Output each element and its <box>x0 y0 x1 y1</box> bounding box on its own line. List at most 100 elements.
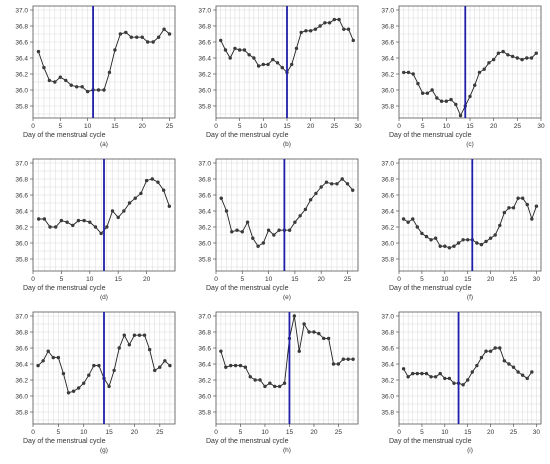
chart-panel-f: 35.8 36.0 36.2 36.4 36.6 36.8 37.0 0 5 10 15 20 25 30… <box>366 153 549 306</box>
y-tick-label: 35.8 <box>15 257 28 264</box>
plot-frame <box>398 311 542 425</box>
grid <box>398 312 542 424</box>
y-tick-label: 36.4 <box>381 209 394 216</box>
data-point <box>263 384 267 389</box>
data-point <box>82 381 86 385</box>
data-point <box>145 40 150 44</box>
data-point <box>238 363 243 368</box>
data-point <box>168 363 172 368</box>
data-point <box>235 228 239 232</box>
data-point <box>443 244 447 248</box>
data-point <box>302 322 306 326</box>
data-point <box>85 89 90 94</box>
data-point <box>230 230 234 234</box>
data-point <box>337 17 341 22</box>
data-point <box>161 188 166 192</box>
data-point <box>511 365 516 369</box>
x-axis-label: Day of the menstrual cycle <box>206 285 289 292</box>
data-point <box>406 375 410 379</box>
y-tick-label: 36.2 <box>381 72 394 79</box>
data-point <box>261 241 266 245</box>
chart-svg-b: 35.8 36.0 36.2 36.4 36.6 36.8 37.0 0 5 10 15 20 25 30… <box>198 5 362 148</box>
data-point <box>511 206 516 210</box>
data-point <box>346 357 350 361</box>
data-point <box>113 48 117 52</box>
data-point <box>80 85 84 89</box>
x-tick-label: 20 <box>143 276 151 283</box>
data-point <box>162 27 166 31</box>
data-point <box>297 349 301 353</box>
x-tick-label: 10 <box>260 123 268 130</box>
data-point <box>452 381 456 385</box>
data-point <box>76 218 81 223</box>
data-point <box>107 384 111 389</box>
data-point <box>64 78 68 83</box>
data-point <box>330 182 334 186</box>
data-point <box>88 220 92 224</box>
chart-svg-g: 35.8 36.0 36.2 36.4 36.6 36.8 37.0 0 5 10 15 20 25 Da… <box>15 311 176 454</box>
data-point <box>167 204 172 208</box>
data-point <box>237 48 242 52</box>
y-tick-label: 36.0 <box>381 241 394 248</box>
data-point <box>479 355 484 360</box>
data-point <box>58 75 63 79</box>
data-point <box>314 191 318 196</box>
y-tick-label: 36.2 <box>198 378 211 385</box>
x-tick-label: 25 <box>510 429 518 436</box>
y-tick-label: 36.6 <box>15 346 28 353</box>
data-point <box>266 228 271 232</box>
y-tick-label: 36.0 <box>15 394 28 401</box>
y-tick-label: 37.0 <box>15 314 28 321</box>
data-point <box>66 391 71 395</box>
x-tick-label: 10 <box>80 429 88 436</box>
data-point <box>93 225 98 229</box>
data-point <box>92 363 96 368</box>
data-point <box>122 333 126 337</box>
y-tick-label: 37.0 <box>198 314 211 321</box>
chart-svg-c: 35.8 36.0 36.2 36.4 36.6 36.8 37.0 0 5 10 15 20 25 30… <box>381 5 545 148</box>
data-point <box>156 180 160 184</box>
y-tick-label: 36.2 <box>381 378 394 385</box>
data-point <box>406 220 410 224</box>
data-point <box>530 370 534 374</box>
x-tick-label: 10 <box>84 123 92 130</box>
data-point <box>488 349 493 353</box>
y-tick-label: 36.2 <box>15 378 28 385</box>
y-tick-label: 36.8 <box>15 177 28 184</box>
data-point <box>47 78 52 83</box>
data-point <box>406 70 411 75</box>
data-point <box>275 61 280 65</box>
panel-caption: (b) <box>283 141 291 148</box>
data-point <box>534 51 538 55</box>
x-tick-label: 10 <box>265 276 273 283</box>
data-point <box>69 83 73 87</box>
data-point <box>331 362 336 366</box>
data-point <box>102 88 106 92</box>
y-tick-label: 36.4 <box>15 56 28 63</box>
x-tick-label: 20 <box>487 429 495 436</box>
y-tick-label: 35.8 <box>381 104 394 111</box>
series-line <box>220 178 354 247</box>
data-point <box>87 373 91 377</box>
data-point <box>219 349 223 353</box>
data-point <box>251 236 255 240</box>
y-tick-label: 35.8 <box>15 104 28 111</box>
x-axis-label: Day of the menstrual cycle <box>389 285 472 292</box>
data-point <box>258 378 262 382</box>
data-point <box>312 330 316 334</box>
data-point <box>233 46 237 51</box>
data-point <box>507 362 511 366</box>
y-tick-label: 36.0 <box>198 88 211 95</box>
grid <box>398 159 542 271</box>
data-point <box>449 97 453 102</box>
chart-panel-b: 35.8 36.0 36.2 36.4 36.6 36.8 37.0 0 5 10 15 20 25 30… <box>183 0 366 153</box>
y-tick-label: 36.0 <box>15 88 28 95</box>
data-point <box>515 56 520 60</box>
data-point <box>163 359 167 363</box>
data-point <box>444 99 449 103</box>
data-point <box>247 53 251 57</box>
data-point <box>271 57 275 62</box>
x-axis-label: Day of the menstrual cycle <box>23 438 106 445</box>
y-tick-label: 36.0 <box>198 394 211 401</box>
data-point <box>336 362 341 366</box>
